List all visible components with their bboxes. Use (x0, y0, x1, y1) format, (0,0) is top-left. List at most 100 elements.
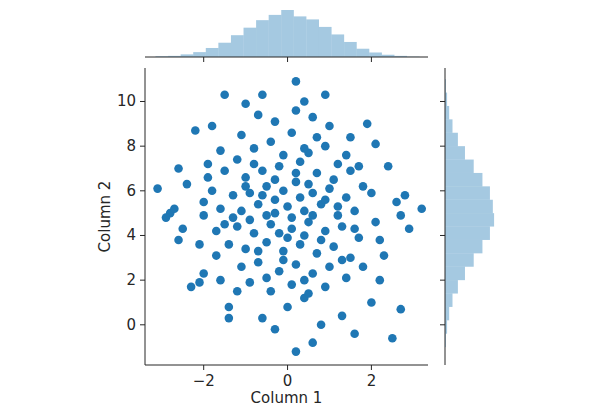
point (216, 204, 225, 213)
point (338, 256, 347, 265)
point (292, 347, 301, 356)
point (283, 303, 292, 312)
point (355, 233, 364, 242)
point (287, 213, 296, 222)
point (204, 173, 213, 182)
point (287, 224, 296, 233)
y-tick (140, 235, 145, 236)
point (300, 231, 309, 240)
bar (445, 173, 482, 186)
point (283, 202, 292, 211)
point (338, 222, 347, 231)
point (308, 113, 317, 122)
point (292, 178, 301, 187)
point (417, 204, 426, 213)
point (254, 111, 263, 120)
point (308, 189, 317, 198)
point (271, 209, 280, 218)
point (212, 227, 221, 236)
point (321, 90, 330, 99)
y-axis (445, 68, 446, 365)
point (233, 155, 242, 164)
y-tick (440, 235, 445, 236)
point (321, 283, 330, 292)
x-axis (145, 365, 428, 366)
point (174, 236, 183, 245)
point (254, 258, 263, 267)
bar (445, 294, 452, 307)
point (346, 166, 355, 175)
point (304, 289, 313, 298)
point (237, 262, 246, 271)
point (300, 97, 309, 106)
x-tick (371, 57, 372, 62)
point (279, 256, 288, 265)
bar (445, 146, 465, 159)
y-tick (140, 190, 145, 191)
point (174, 164, 183, 173)
y-axis (145, 68, 146, 365)
point (275, 229, 284, 238)
bar (206, 48, 219, 57)
y-tick (440, 190, 445, 191)
bar (344, 42, 357, 57)
point (325, 122, 334, 131)
point (233, 222, 242, 231)
point (292, 106, 301, 115)
point (220, 166, 229, 175)
point (254, 200, 263, 209)
point (346, 133, 355, 142)
point (229, 191, 238, 200)
point (338, 312, 347, 321)
bar (445, 133, 458, 146)
point (308, 338, 317, 347)
point (237, 207, 246, 216)
point (279, 187, 288, 196)
y-tick-label: 4 (126, 226, 136, 244)
point (254, 247, 263, 256)
point (287, 280, 296, 289)
point (250, 160, 259, 169)
point (296, 157, 305, 166)
point (266, 287, 275, 296)
bar (281, 10, 294, 57)
point (279, 151, 288, 160)
point (170, 204, 179, 213)
point (371, 218, 380, 227)
point (287, 128, 296, 137)
points (153, 77, 426, 356)
point (329, 242, 338, 251)
point (359, 262, 368, 271)
point (296, 193, 305, 202)
point (199, 269, 208, 278)
point (325, 262, 334, 271)
y-tick-label: 0 (126, 316, 136, 334)
point (220, 90, 229, 99)
bar (357, 49, 370, 57)
point (208, 122, 217, 131)
point (350, 329, 359, 338)
point (275, 162, 284, 171)
point (250, 229, 259, 238)
point (258, 314, 267, 323)
point (321, 142, 330, 151)
point (204, 160, 213, 169)
point (321, 227, 330, 236)
point (342, 151, 351, 160)
x-axis-label: Column 1 (251, 389, 323, 407)
point (262, 182, 271, 191)
bar (445, 307, 449, 320)
bar (445, 200, 493, 213)
bar (445, 186, 490, 199)
point (313, 169, 322, 178)
point (250, 144, 259, 153)
point (405, 224, 414, 233)
point (296, 240, 305, 249)
x-tick (287, 365, 288, 370)
point (300, 276, 309, 285)
y-tick (140, 324, 145, 325)
point (246, 216, 255, 225)
point (241, 99, 250, 108)
point (178, 224, 187, 233)
point (384, 162, 393, 171)
